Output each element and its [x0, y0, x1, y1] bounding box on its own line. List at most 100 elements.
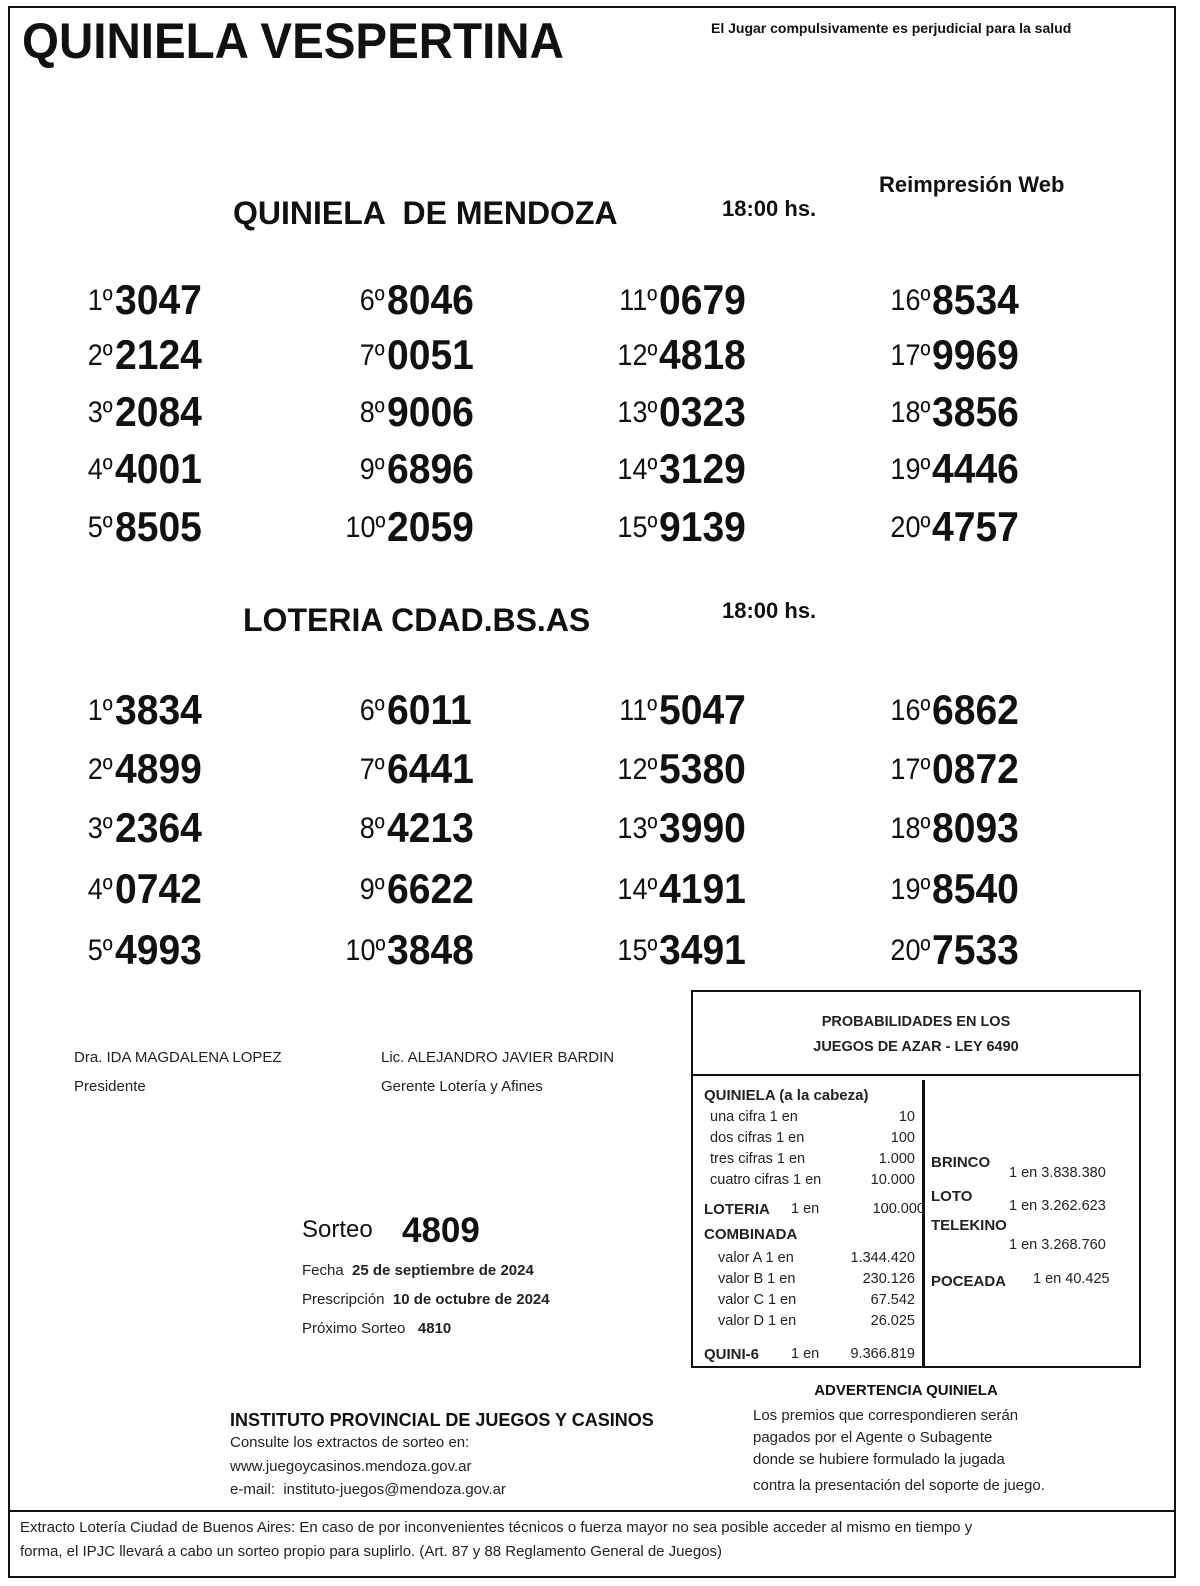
health-warning: El Jugar compulsivamente es perjudicial …: [711, 20, 1072, 36]
proximo-label: Próximo Sorteo: [302, 1320, 406, 1337]
footer-note: forma, el IPJC llevará a cabo un sorteo …: [20, 1543, 723, 1560]
institute-email[interactable]: e-mail: instituto-juegos@mendoza.gov.ar: [230, 1481, 506, 1498]
result-entry: 10º 3848: [275, 924, 535, 974]
result-position: 7º: [360, 753, 385, 786]
result-entry: 20º 4757: [820, 501, 1080, 551]
result-number: 8046: [387, 276, 474, 323]
result-entry: 6º 6011: [275, 684, 535, 734]
result-entry: 5º 4993: [3, 924, 263, 974]
result-entry: 16º 6862: [820, 684, 1080, 734]
odds-label: dos cifras 1 en: [710, 1130, 805, 1146]
result-position: 15º: [617, 934, 657, 967]
result-number: 5380: [659, 745, 746, 792]
section-time-mendoza: 18:00 hs.: [722, 196, 817, 221]
result-entry: 9º 6622: [275, 863, 535, 913]
prescripcion-value: 10 de octubre de 2024: [392, 1291, 550, 1308]
result-position: 19º: [890, 873, 930, 906]
institute-info: Consulte los extractos de sorteo en:: [230, 1434, 470, 1451]
odds-value: 230.126: [862, 1271, 915, 1287]
result-position: 9º: [360, 873, 385, 906]
result-entry: 1º 3834: [3, 684, 263, 734]
result-number: 4899: [115, 745, 202, 792]
result-position: 5º: [88, 934, 113, 967]
odds-value: 100: [890, 1130, 915, 1146]
odds-value: 10.000: [870, 1172, 915, 1188]
probabilities-box: PROBABILIDADES EN LOS JUEGOS DE AZAR - L…: [691, 990, 1141, 1368]
section-time-buenos-aires: 18:00 hs.: [722, 598, 817, 623]
result-entry: 15º 3491: [547, 924, 807, 974]
result-entry: 1º 3047: [3, 274, 263, 324]
fecha-label: Fecha: [302, 1262, 344, 1279]
result-number: 0872: [932, 745, 1019, 792]
result-entry: 15º 9139: [547, 501, 807, 551]
institute-website[interactable]: www.juegoycasinos.mendoza.gov.ar: [230, 1458, 472, 1475]
result-position: 13º: [617, 812, 657, 845]
result-position: 20º: [890, 934, 930, 967]
result-entry: 14º 3129: [547, 443, 807, 493]
result-entry: 13º 3990: [547, 802, 807, 852]
loto-heading: LOTO: [931, 1188, 973, 1205]
section-title-buenos-aires: LOTERIA CDAD.BS.AS: [243, 602, 591, 638]
result-number: 3856: [932, 388, 1019, 435]
result-position: 18º: [890, 812, 930, 845]
result-number: 4757: [932, 503, 1019, 550]
result-number: 0742: [115, 865, 202, 912]
odds-value: 26.025: [870, 1313, 915, 1329]
result-number: 2364: [115, 804, 202, 851]
odds-value: 1.344.420: [850, 1250, 915, 1266]
result-position: 17º: [890, 339, 930, 372]
advertencia-line: contra la presentación del soporte de ju…: [753, 1477, 1045, 1494]
advertencia-line: pagados por el Agente o Subagente: [753, 1429, 993, 1446]
sorteo-label: Sorteo: [302, 1216, 373, 1243]
prob-title: PROBABILIDADES EN LOS: [821, 1014, 1011, 1030]
result-position: 12º: [617, 339, 657, 372]
result-entry: 11º 5047: [547, 684, 807, 734]
result-entry: 17º 0872: [820, 743, 1080, 793]
result-entry: 3º 2084: [3, 386, 263, 436]
result-entry: 4º 4001: [3, 443, 263, 493]
result-number: 4191: [659, 865, 746, 912]
result-number: 0323: [659, 388, 746, 435]
result-number: 0679: [659, 276, 746, 323]
result-position: 10º: [345, 934, 385, 967]
result-number: 5047: [659, 686, 746, 733]
result-number: 7533: [932, 926, 1019, 973]
result-number: 3047: [115, 276, 202, 323]
result-position: 6º: [360, 284, 385, 317]
result-position: 12º: [617, 753, 657, 786]
result-number: 6441: [387, 745, 474, 792]
result-position: 2º: [88, 753, 113, 786]
result-position: 16º: [890, 284, 930, 317]
result-position: 10º: [345, 511, 385, 544]
poceada-heading: POCEADA: [931, 1273, 1007, 1290]
signature-role: Presidente: [74, 1078, 146, 1095]
fecha-value: 25 de septiembre de 2024: [352, 1262, 534, 1279]
result-entry: 5º 8505: [3, 501, 263, 551]
result-number: 6622: [387, 865, 474, 912]
result-entry: 17º 9969: [820, 329, 1080, 379]
result-number: 8505: [115, 503, 202, 550]
result-position: 8º: [360, 396, 385, 429]
result-position: 18º: [890, 396, 930, 429]
result-position: 8º: [360, 812, 385, 845]
signature-name: Dra. IDA MAGDALENA LOPEZ: [74, 1049, 282, 1066]
section-title-mendoza: QUINIELA DE MENDOZA: [233, 195, 618, 231]
result-entry: 14º 4191: [547, 863, 807, 913]
result-position: 4º: [88, 453, 113, 486]
sorteo-number: 4809: [402, 1211, 480, 1250]
poceada-odds: 1 en 40.425: [1033, 1271, 1110, 1287]
quiniela-heading: QUINIELA (a la cabeza): [704, 1087, 869, 1104]
institute-name: INSTITUTO PROVINCIAL DE JUEGOS Y CASINOS: [230, 1410, 654, 1430]
telekino-heading: TELEKINO: [931, 1217, 1007, 1234]
result-number: 9139: [659, 503, 746, 550]
result-entry: 20º 7533: [820, 924, 1080, 974]
result-position: 13º: [617, 396, 657, 429]
result-number: 6011: [387, 686, 472, 733]
result-position: 17º: [890, 753, 930, 786]
signature-role: Gerente Lotería y Afines: [381, 1078, 543, 1095]
telekino-odds: 1 en 3.268.760: [1009, 1237, 1106, 1253]
result-entry: 7º 6441: [275, 743, 535, 793]
result-number: 8093: [932, 804, 1019, 851]
page-border: [8, 6, 1176, 1578]
